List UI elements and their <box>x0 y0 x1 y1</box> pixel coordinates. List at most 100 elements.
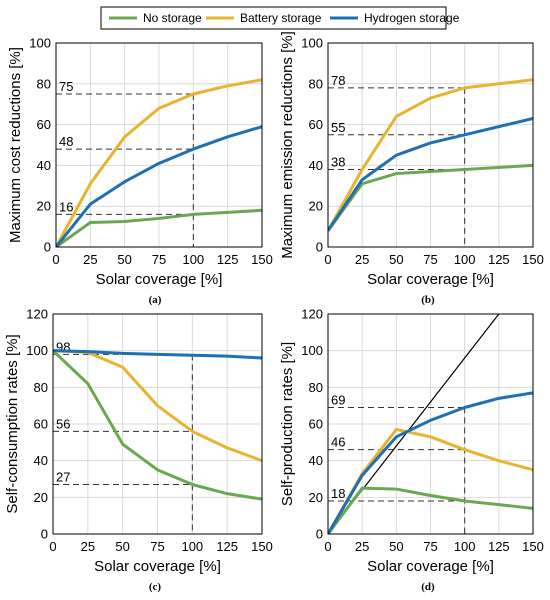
legend-label-0: No storage <box>143 11 202 25</box>
y-tick-label: 100 <box>301 343 323 358</box>
y-tick-label: 20 <box>34 490 48 505</box>
y-tick-label: 60 <box>34 417 48 432</box>
series-line-0 <box>53 349 262 501</box>
x-tick-label: 0 <box>324 252 331 267</box>
chart-panel-3: 69 46 18 0 25 50 75 100 125 150 0 20 40 60 80 100 120 Sol… <box>279 307 544 594</box>
annotation-label: 46 <box>331 435 345 450</box>
x-tick-label: 0 <box>324 539 331 554</box>
x-tick-label: 125 <box>217 252 239 267</box>
x-tick-label: 125 <box>216 539 238 554</box>
series-line-2 <box>328 117 533 232</box>
x-tick-label: 100 <box>454 539 476 554</box>
annotation-label: 27 <box>56 470 70 485</box>
y-tick-label: 40 <box>34 453 48 468</box>
legend: No storage Battery storage Hydrogen storag… <box>100 6 460 30</box>
x-tick-label: 125 <box>488 539 510 554</box>
x-tick-label: 75 <box>423 539 437 554</box>
x-tick-label: 75 <box>423 252 437 267</box>
panel-caption: (a) <box>149 294 162 306</box>
x-tick-label: 50 <box>389 539 403 554</box>
plot-frame <box>52 313 263 535</box>
y-tick-label: 80 <box>34 380 48 395</box>
series-line-0 <box>328 486 533 534</box>
x-tick-label: 0 <box>52 252 59 267</box>
x-tick-label: 75 <box>152 252 166 267</box>
x-axis-label: Solar coverage [%] <box>367 558 494 575</box>
annotation-label: 38 <box>331 154 345 169</box>
annotation-label: 16 <box>59 199 73 214</box>
panel-caption: (d) <box>421 581 435 593</box>
y-axis-label: Maximum emission reductions [%] <box>279 31 296 259</box>
series-line-2 <box>53 349 262 360</box>
x-tick-label: 50 <box>115 539 129 554</box>
y-tick-label: 80 <box>309 76 323 91</box>
y-tick-label: 120 <box>301 307 323 322</box>
x-tick-label: 75 <box>150 539 164 554</box>
x-tick-label: 125 <box>488 252 510 267</box>
annotation-label: 56 <box>56 416 70 431</box>
y-tick-label: 20 <box>37 199 51 214</box>
annotation-label: 48 <box>59 134 73 149</box>
y-tick-label: 60 <box>309 417 323 432</box>
x-tick-label: 25 <box>355 252 369 267</box>
plot-frame <box>327 313 534 535</box>
series-line-2 <box>56 125 262 247</box>
x-tick-label: 100 <box>181 539 203 554</box>
x-axis-label: Solar coverage [%] <box>94 558 221 575</box>
y-tick-label: 80 <box>37 76 51 91</box>
y-tick-label: 40 <box>309 453 323 468</box>
y-tick-label: 20 <box>309 490 323 505</box>
chart-panels: 75 48 16 0 25 50 75 100 125 150 0 20 40 60 80 100 Solar … <box>4 31 544 593</box>
x-tick-label: 100 <box>454 252 476 267</box>
y-axis-label: Self-production rates [%] <box>279 342 296 506</box>
x-tick-label: 150 <box>522 539 544 554</box>
x-tick-label: 25 <box>355 539 369 554</box>
y-tick-label: 20 <box>309 199 323 214</box>
plot-frame <box>327 42 534 248</box>
legend-label-2: Hydrogen storage <box>364 11 460 25</box>
x-tick-label: 0 <box>49 539 56 554</box>
series-line-0 <box>328 163 533 232</box>
series-line-2 <box>328 391 533 534</box>
x-tick-label: 50 <box>117 252 131 267</box>
x-tick-label: 100 <box>182 252 204 267</box>
y-tick-label: 0 <box>44 240 51 255</box>
annotation-label: 55 <box>331 120 345 135</box>
y-tick-label: 80 <box>309 380 323 395</box>
x-axis-label: Solar coverage [%] <box>367 271 494 288</box>
x-tick-label: 25 <box>83 252 97 267</box>
annotation-label: 75 <box>59 79 73 94</box>
legend-label-1: Battery storage <box>240 11 322 25</box>
series-line-0 <box>56 208 262 247</box>
y-tick-label: 100 <box>26 343 48 358</box>
y-tick-label: 100 <box>29 36 51 51</box>
x-tick-label: 25 <box>81 539 95 554</box>
y-tick-label: 40 <box>37 158 51 173</box>
annotation-label: 78 <box>331 73 345 88</box>
annotation-label: 18 <box>331 486 345 501</box>
x-axis-label: Solar coverage [%] <box>96 271 223 288</box>
y-tick-label: 0 <box>41 527 48 542</box>
x-tick-label: 150 <box>251 539 273 554</box>
y-tick-label: 0 <box>316 240 323 255</box>
panel-caption: (b) <box>421 294 435 306</box>
y-tick-label: 60 <box>37 117 51 132</box>
x-tick-label: 150 <box>522 252 544 267</box>
plot-frame <box>55 42 263 248</box>
y-tick-label: 120 <box>26 307 48 322</box>
legend-box <box>100 6 447 30</box>
x-tick-label: 50 <box>389 252 403 267</box>
y-tick-label: 60 <box>309 117 323 132</box>
y-tick-label: 0 <box>316 527 323 542</box>
chart-panel-0: 75 48 16 0 25 50 75 100 125 150 0 20 40 60 80 100 Solar … <box>7 36 273 307</box>
y-axis-label: Self-consumption rates [%] <box>4 334 21 513</box>
y-axis-label: Maximum cost reductions [%] <box>7 47 24 243</box>
x-tick-label: 150 <box>251 252 273 267</box>
chart-panel-1: 78 55 38 0 25 50 75 100 125 150 0 20 40 60 80 100 Solar … <box>279 31 544 306</box>
panel-caption: (c) <box>149 581 162 593</box>
y-tick-label: 100 <box>301 36 323 51</box>
series-line-1 <box>328 78 533 232</box>
y-tick-label: 40 <box>309 158 323 173</box>
